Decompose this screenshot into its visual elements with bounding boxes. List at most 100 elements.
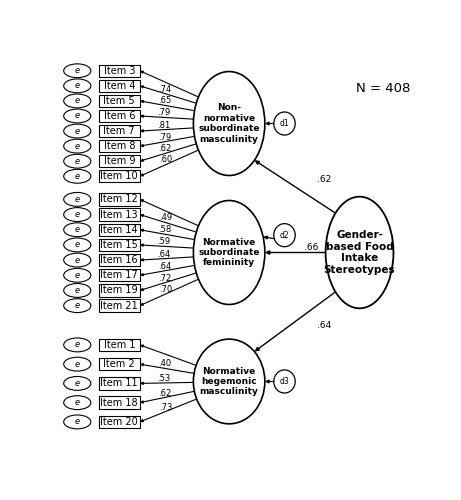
Text: Item 9: Item 9 [104,156,135,166]
Text: d1: d1 [280,119,290,128]
Text: e: e [75,340,80,349]
Text: Item 8: Item 8 [104,141,135,151]
Text: .81: .81 [157,120,171,130]
Ellipse shape [64,338,91,352]
Text: .66: .66 [304,244,319,252]
Text: .74: .74 [159,84,172,94]
FancyBboxPatch shape [99,416,140,428]
FancyBboxPatch shape [99,377,140,390]
Text: Item 13: Item 13 [100,210,138,220]
Text: e: e [75,286,80,295]
FancyBboxPatch shape [99,64,140,77]
Text: Item 1: Item 1 [104,340,135,350]
Text: Item 5: Item 5 [103,96,135,106]
FancyBboxPatch shape [99,208,140,220]
Ellipse shape [64,208,91,222]
Text: d3: d3 [280,377,290,386]
Ellipse shape [64,298,91,312]
Text: Gender-
based Food
Intake
Stereotypes: Gender- based Food Intake Stereotypes [324,230,396,275]
Text: Item 2: Item 2 [103,359,135,369]
FancyBboxPatch shape [99,140,140,152]
Text: Normative
hegemonic
masculinity: Normative hegemonic masculinity [200,366,259,396]
Text: Non-
normative
subordinate
masculinity: Non- normative subordinate masculinity [198,104,260,144]
Ellipse shape [193,200,265,304]
Text: .79: .79 [157,108,171,118]
Text: Item 19: Item 19 [100,286,138,296]
Text: e: e [75,301,80,310]
Ellipse shape [64,124,91,138]
Ellipse shape [325,196,393,308]
Text: e: e [75,271,80,280]
Text: .79: .79 [158,132,171,141]
FancyBboxPatch shape [99,338,140,351]
Text: .53: .53 [157,374,171,383]
Ellipse shape [64,64,91,78]
Ellipse shape [64,170,91,183]
Ellipse shape [64,268,91,282]
Text: Item 20: Item 20 [100,417,138,427]
Text: e: e [75,210,80,219]
Text: e: e [75,96,80,106]
Text: e: e [75,418,80,426]
Ellipse shape [64,79,91,93]
Text: e: e [75,379,80,388]
FancyBboxPatch shape [99,193,140,205]
FancyBboxPatch shape [99,125,140,137]
Text: Item 11: Item 11 [100,378,138,388]
Text: e: e [75,66,80,76]
Ellipse shape [274,224,295,246]
FancyBboxPatch shape [99,110,140,122]
Text: .62: .62 [317,175,331,184]
Text: .64: .64 [158,262,171,271]
FancyBboxPatch shape [99,254,140,266]
Ellipse shape [193,72,265,176]
Text: .70: .70 [160,284,173,294]
Text: Item 21: Item 21 [100,300,138,310]
Text: .62: .62 [159,144,172,154]
Text: e: e [75,398,80,407]
Ellipse shape [64,109,91,123]
Ellipse shape [64,396,91,409]
Text: .73: .73 [159,402,172,411]
FancyBboxPatch shape [99,95,140,107]
Ellipse shape [64,415,91,429]
Text: .40: .40 [158,360,171,368]
Text: .65: .65 [158,96,171,106]
Ellipse shape [64,94,91,108]
Text: Item 12: Item 12 [100,194,138,204]
FancyBboxPatch shape [99,284,140,296]
FancyBboxPatch shape [99,269,140,281]
Ellipse shape [64,139,91,153]
Ellipse shape [64,253,91,267]
Text: e: e [75,126,80,136]
Text: .58: .58 [158,225,171,234]
Ellipse shape [64,223,91,236]
Text: Item 18: Item 18 [100,398,138,407]
Text: N = 408: N = 408 [355,82,410,96]
FancyBboxPatch shape [99,239,140,251]
FancyBboxPatch shape [99,300,140,312]
Text: Item 17: Item 17 [100,270,138,280]
Text: Item 14: Item 14 [100,224,138,234]
Text: .72: .72 [159,274,172,282]
FancyBboxPatch shape [99,358,140,370]
Text: Item 16: Item 16 [100,255,138,265]
Text: e: e [75,172,80,181]
Ellipse shape [64,357,91,371]
Text: e: e [75,195,80,204]
Text: d2: d2 [280,230,290,239]
Text: Item 7: Item 7 [103,126,135,136]
Ellipse shape [274,112,295,135]
Text: Item 15: Item 15 [100,240,138,250]
FancyBboxPatch shape [99,80,140,92]
Text: Item 4: Item 4 [104,81,135,91]
Ellipse shape [193,339,265,424]
Text: Item 6: Item 6 [104,111,135,121]
Text: .49: .49 [159,214,172,222]
Ellipse shape [64,284,91,298]
FancyBboxPatch shape [99,155,140,168]
Ellipse shape [64,238,91,252]
Text: e: e [75,82,80,90]
Text: Item 3: Item 3 [104,66,135,76]
Text: Normative
subordinate
femininity: Normative subordinate femininity [198,238,260,268]
